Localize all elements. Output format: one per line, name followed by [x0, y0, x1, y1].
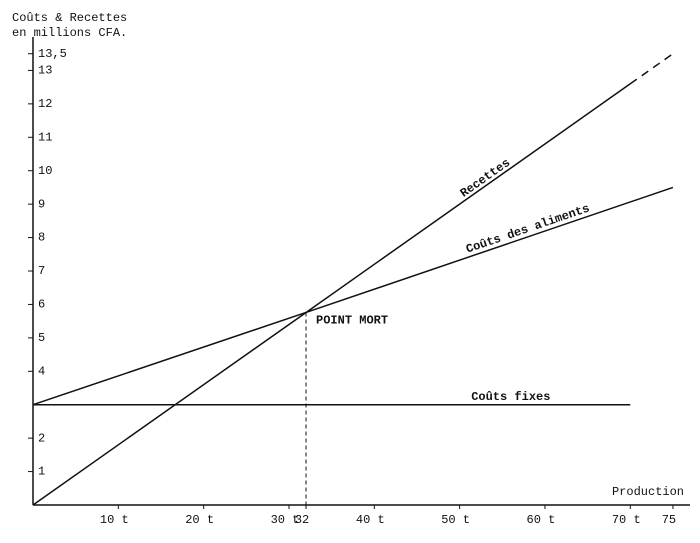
- series-line: [32, 83, 631, 506]
- x-tick-label: 60 t: [527, 513, 556, 527]
- y-tick-label: 1: [38, 465, 45, 479]
- series-line: [629, 53, 674, 85]
- y-tick-label: 7: [38, 264, 45, 278]
- x-axis-label: Production: [612, 485, 684, 499]
- y-tick-label: 4: [38, 364, 45, 378]
- x-tick-label: 50 t: [441, 513, 470, 527]
- series-label: Coûts fixes: [471, 390, 550, 404]
- y-axis-label: Coûts & Recettes: [12, 11, 127, 25]
- series-line: [32, 186, 674, 406]
- series-label: Recettes: [458, 156, 513, 201]
- y-tick-label: 13,5: [38, 47, 67, 61]
- annotation: POINT MORT: [316, 314, 388, 328]
- x-tick-label: 75: [662, 513, 676, 527]
- y-tick-label: 2: [38, 431, 45, 445]
- y-tick-label: 9: [38, 197, 45, 211]
- y-tick-label: 6: [38, 298, 45, 312]
- x-tick-label: 10 t: [100, 513, 129, 527]
- y-tick-label: 13: [38, 64, 52, 78]
- x-tick-label: 20 t: [185, 513, 214, 527]
- y-tick-label: 8: [38, 231, 45, 245]
- series-label: Coûts des aliments: [464, 201, 591, 256]
- y-tick-label: 10: [38, 164, 52, 178]
- x-tick-label: 40 t: [356, 513, 385, 527]
- x-tick-label: 32: [295, 513, 309, 527]
- y-axis-label: en millions CFA.: [12, 26, 127, 40]
- y-tick-label: 5: [38, 331, 45, 345]
- y-tick-label: 11: [38, 130, 52, 144]
- x-tick-label: 70 t: [612, 513, 641, 527]
- y-tick-label: 12: [38, 97, 52, 111]
- x-tick-label: 30 t: [271, 513, 300, 527]
